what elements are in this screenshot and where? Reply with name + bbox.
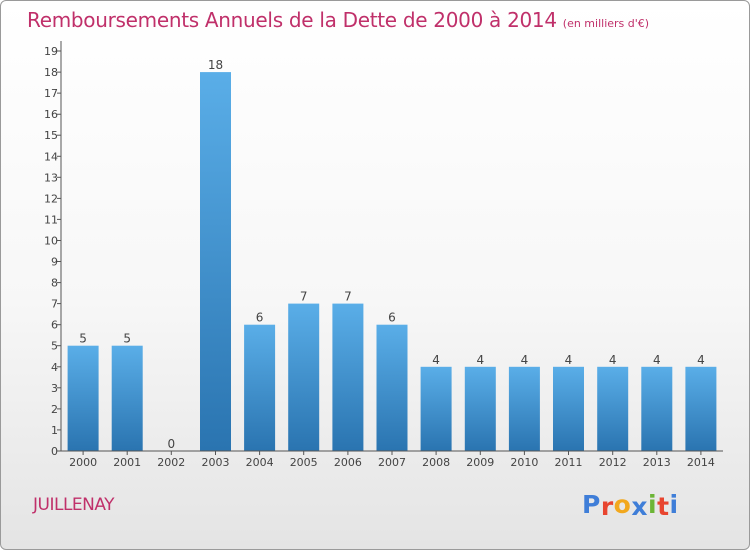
chart-title: Remboursements Annuels de la Dette de 20… — [27, 8, 649, 32]
brand-letter: t — [657, 492, 670, 521]
x-tick-label-2002: 2002 — [157, 456, 185, 469]
bar-2001 — [111, 345, 143, 451]
value-label-2010: 4 — [521, 353, 529, 367]
value-label-2004: 6 — [256, 311, 264, 325]
brand-letter: i — [669, 490, 679, 519]
value-label-2005: 7 — [300, 290, 308, 304]
brand-letter: i — [648, 490, 658, 519]
y-tick-label-13: 13 — [44, 171, 58, 184]
y-tick-label-8: 8 — [51, 277, 58, 290]
bars-group — [67, 72, 717, 451]
value-label-2006: 7 — [344, 290, 352, 304]
y-tick-label-12: 12 — [44, 192, 58, 205]
bar-2008 — [420, 366, 452, 451]
bar-2013 — [641, 366, 673, 451]
x-tick-label-2001: 2001 — [113, 456, 141, 469]
y-tick-label-1: 1 — [51, 424, 58, 437]
value-label-2003: 18 — [208, 58, 223, 72]
x-tick-label-2014: 2014 — [687, 456, 715, 469]
chart-title-text: Remboursements Annuels de la Dette de 20… — [27, 8, 557, 32]
bar-2005 — [288, 303, 320, 451]
y-tick-label-5: 5 — [51, 340, 58, 353]
x-tick-label-2006: 2006 — [334, 456, 362, 469]
x-tick-label-2012: 2012 — [599, 456, 627, 469]
y-tick-label-15: 15 — [44, 129, 58, 142]
y-tick-label-17: 17 — [44, 87, 58, 100]
y-tick-label-0: 0 — [51, 445, 58, 458]
x-tick-label-2000: 2000 — [69, 456, 97, 469]
value-label-2002: 0 — [167, 437, 175, 451]
y-tick-label-9: 9 — [51, 256, 58, 269]
bar-2000 — [67, 345, 99, 451]
x-tick-label-2013: 2013 — [643, 456, 671, 469]
y-tick-label-3: 3 — [51, 382, 58, 395]
x-axis: 2000 2001 2002 2003 2004 2005 2006 2007 2008 2009… — [61, 450, 723, 469]
x-tick-label-2011: 2011 — [555, 456, 583, 469]
value-label-2008: 4 — [432, 353, 440, 367]
x-tick-label-2004: 2004 — [246, 456, 274, 469]
bar-2007 — [376, 324, 408, 451]
value-label-2011: 4 — [565, 353, 573, 367]
bar-2011 — [553, 366, 584, 451]
value-label-2012: 4 — [609, 353, 617, 367]
value-label-2013: 4 — [653, 353, 661, 367]
y-tick-label-10: 10 — [44, 235, 58, 248]
value-label-2009: 4 — [476, 353, 484, 367]
y-tick-label-4: 4 — [51, 361, 58, 374]
y-tick-label-16: 16 — [44, 108, 58, 121]
y-tick-label-6: 6 — [51, 319, 58, 332]
bar-2004 — [244, 324, 276, 451]
x-tick-label-2007: 2007 — [378, 456, 406, 469]
y-tick-label-19: 19 — [44, 45, 58, 58]
value-label-2007: 6 — [388, 311, 396, 325]
brand-letter: P — [582, 490, 601, 519]
y-tick-label-11: 11 — [44, 213, 58, 226]
bar-2012 — [597, 366, 629, 451]
bar-2010 — [508, 366, 540, 451]
value-label-2000: 5 — [79, 332, 87, 346]
y-tick-label-2: 2 — [51, 403, 58, 416]
y-tick-label-7: 7 — [51, 298, 58, 311]
y-tick-label-18: 18 — [44, 66, 58, 79]
bar-2014 — [685, 366, 717, 451]
value-label-2001: 5 — [123, 332, 131, 346]
bar-2003 — [200, 72, 231, 451]
brand-letter: o — [613, 490, 632, 519]
x-tick-label-2010: 2010 — [510, 456, 538, 469]
brand-letter: r — [600, 492, 614, 521]
brand-logo: Proxiti — [582, 490, 679, 521]
bar-2006 — [332, 303, 364, 451]
bar-2009 — [464, 366, 496, 451]
chart-subtitle: (en milliers d'€) — [562, 17, 650, 30]
x-tick-label-2005: 2005 — [290, 456, 318, 469]
x-tick-label-2008: 2008 — [422, 456, 450, 469]
brand-letter: x — [631, 492, 648, 521]
data-labels-group: 5 5 0 18 6 7 7 6 4 4 4 4 4 4 4 — [79, 58, 704, 451]
commune-name: JUILLENAY — [33, 495, 115, 515]
x-tick-label-2003: 2003 — [202, 456, 230, 469]
value-label-2014: 4 — [697, 353, 705, 367]
x-tick-label-2009: 2009 — [466, 456, 494, 469]
y-tick-label-14: 14 — [44, 150, 58, 163]
